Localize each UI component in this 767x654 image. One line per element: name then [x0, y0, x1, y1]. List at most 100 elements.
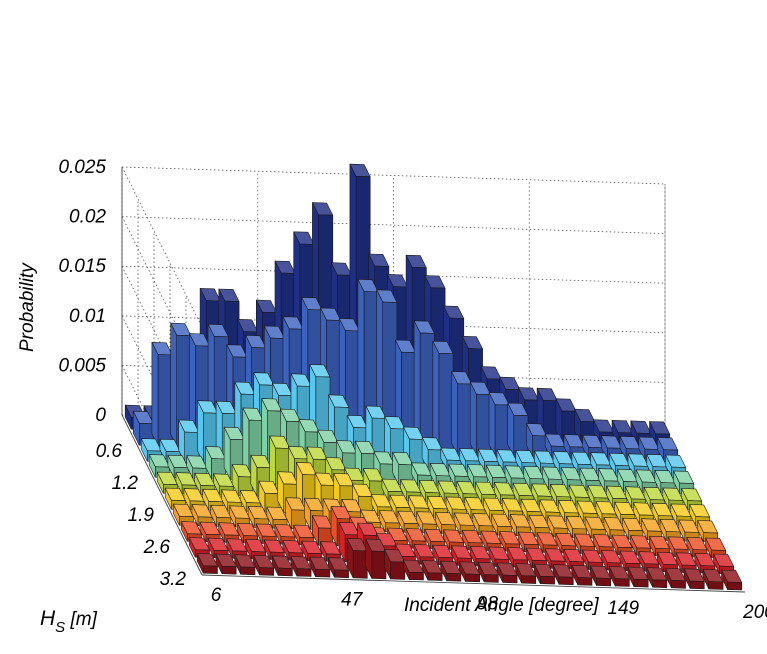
bar — [651, 502, 673, 526]
bar-left — [697, 520, 704, 542]
bar-left — [148, 454, 156, 478]
bar-left — [648, 535, 656, 557]
bar-front — [558, 576, 574, 586]
z-tick-label: 0.02 — [69, 207, 106, 228]
z-tick-label: 0.005 — [58, 355, 106, 376]
bar — [132, 410, 154, 446]
x-tick-label: 200 — [742, 602, 767, 623]
bar-left — [365, 538, 373, 579]
bar-left — [472, 513, 480, 535]
bar-left — [319, 541, 327, 562]
bar-left — [667, 536, 675, 557]
bar-front — [457, 383, 473, 456]
bar-left — [582, 549, 589, 570]
bar-left — [234, 554, 241, 575]
bar-left — [440, 560, 448, 582]
bar-left — [477, 561, 485, 583]
bar-front — [614, 578, 630, 587]
bar-front — [221, 565, 237, 575]
bar — [378, 510, 400, 533]
bar-left — [263, 539, 271, 560]
bar-left — [694, 553, 702, 574]
bar — [533, 563, 555, 585]
x-tick-label: 149 — [607, 598, 639, 619]
x-tick-label: 98 — [477, 594, 499, 615]
bar-left — [515, 563, 522, 584]
grid-line — [121, 265, 666, 284]
bar-left — [488, 546, 496, 567]
bar-left — [424, 528, 432, 550]
bar-left — [172, 503, 180, 526]
bar — [458, 561, 481, 583]
bar — [309, 556, 331, 578]
z-tick-label: 0.015 — [58, 256, 106, 277]
z-tick-label: 0.01 — [69, 306, 106, 327]
grid-line — [121, 166, 666, 185]
x-tick-label: 47 — [341, 589, 364, 610]
bar-left — [547, 515, 555, 538]
bar-left — [453, 512, 461, 535]
bar-left — [683, 568, 691, 589]
bar — [697, 520, 719, 543]
bar — [702, 569, 724, 590]
bar-front — [689, 580, 705, 590]
bar-front — [671, 580, 686, 589]
bar — [196, 553, 218, 574]
bar-left — [199, 521, 207, 543]
bar-left — [416, 511, 424, 534]
grid-line — [121, 365, 666, 383]
bar-left — [338, 522, 346, 563]
bar — [488, 392, 510, 458]
z-tick-label: 0 — [95, 405, 106, 426]
bar-left — [405, 528, 413, 549]
bar-front — [502, 574, 518, 584]
bar — [469, 381, 491, 457]
bar-left — [191, 504, 199, 527]
bar-left — [346, 538, 354, 579]
bar-left — [499, 531, 506, 552]
bar-front — [483, 574, 499, 583]
bar — [491, 513, 513, 536]
bar — [571, 564, 593, 586]
bar — [592, 419, 614, 445]
bar-front — [277, 567, 293, 577]
bar-front — [494, 404, 510, 458]
bar-front — [708, 581, 724, 590]
bar — [424, 528, 446, 550]
bar-left — [702, 569, 710, 590]
bar-left — [309, 556, 316, 578]
bar-left — [469, 545, 477, 567]
bar — [346, 538, 368, 579]
bar-left — [713, 553, 720, 574]
bar — [552, 564, 574, 586]
bar-left — [151, 341, 159, 447]
bar-left — [293, 524, 300, 546]
bar-left — [266, 506, 274, 529]
bar-left — [622, 517, 630, 540]
bar-left — [301, 540, 308, 562]
z-axis-title: Probability — [17, 262, 38, 352]
bar-left — [608, 566, 616, 587]
bar — [515, 563, 537, 584]
bar — [507, 402, 529, 458]
bar-left — [536, 532, 544, 553]
bar-left — [402, 559, 410, 580]
bar-left — [480, 530, 488, 551]
bar-left — [413, 544, 421, 565]
bar-left — [434, 511, 442, 534]
y-axis-title-unit: [m] — [65, 609, 97, 630]
bar-left — [156, 471, 164, 494]
bar — [253, 554, 275, 576]
bar — [627, 566, 649, 588]
bar — [461, 529, 483, 551]
bar — [413, 320, 435, 455]
bar — [311, 515, 333, 547]
y-axis-line — [121, 414, 203, 576]
bar-left — [664, 567, 672, 589]
bar-left — [253, 554, 260, 576]
bar-left — [282, 540, 290, 561]
bar-left — [124, 404, 132, 430]
y-axis-title-main: H — [40, 607, 56, 630]
bar — [451, 371, 473, 456]
x-tick-label: 6 — [211, 585, 222, 606]
